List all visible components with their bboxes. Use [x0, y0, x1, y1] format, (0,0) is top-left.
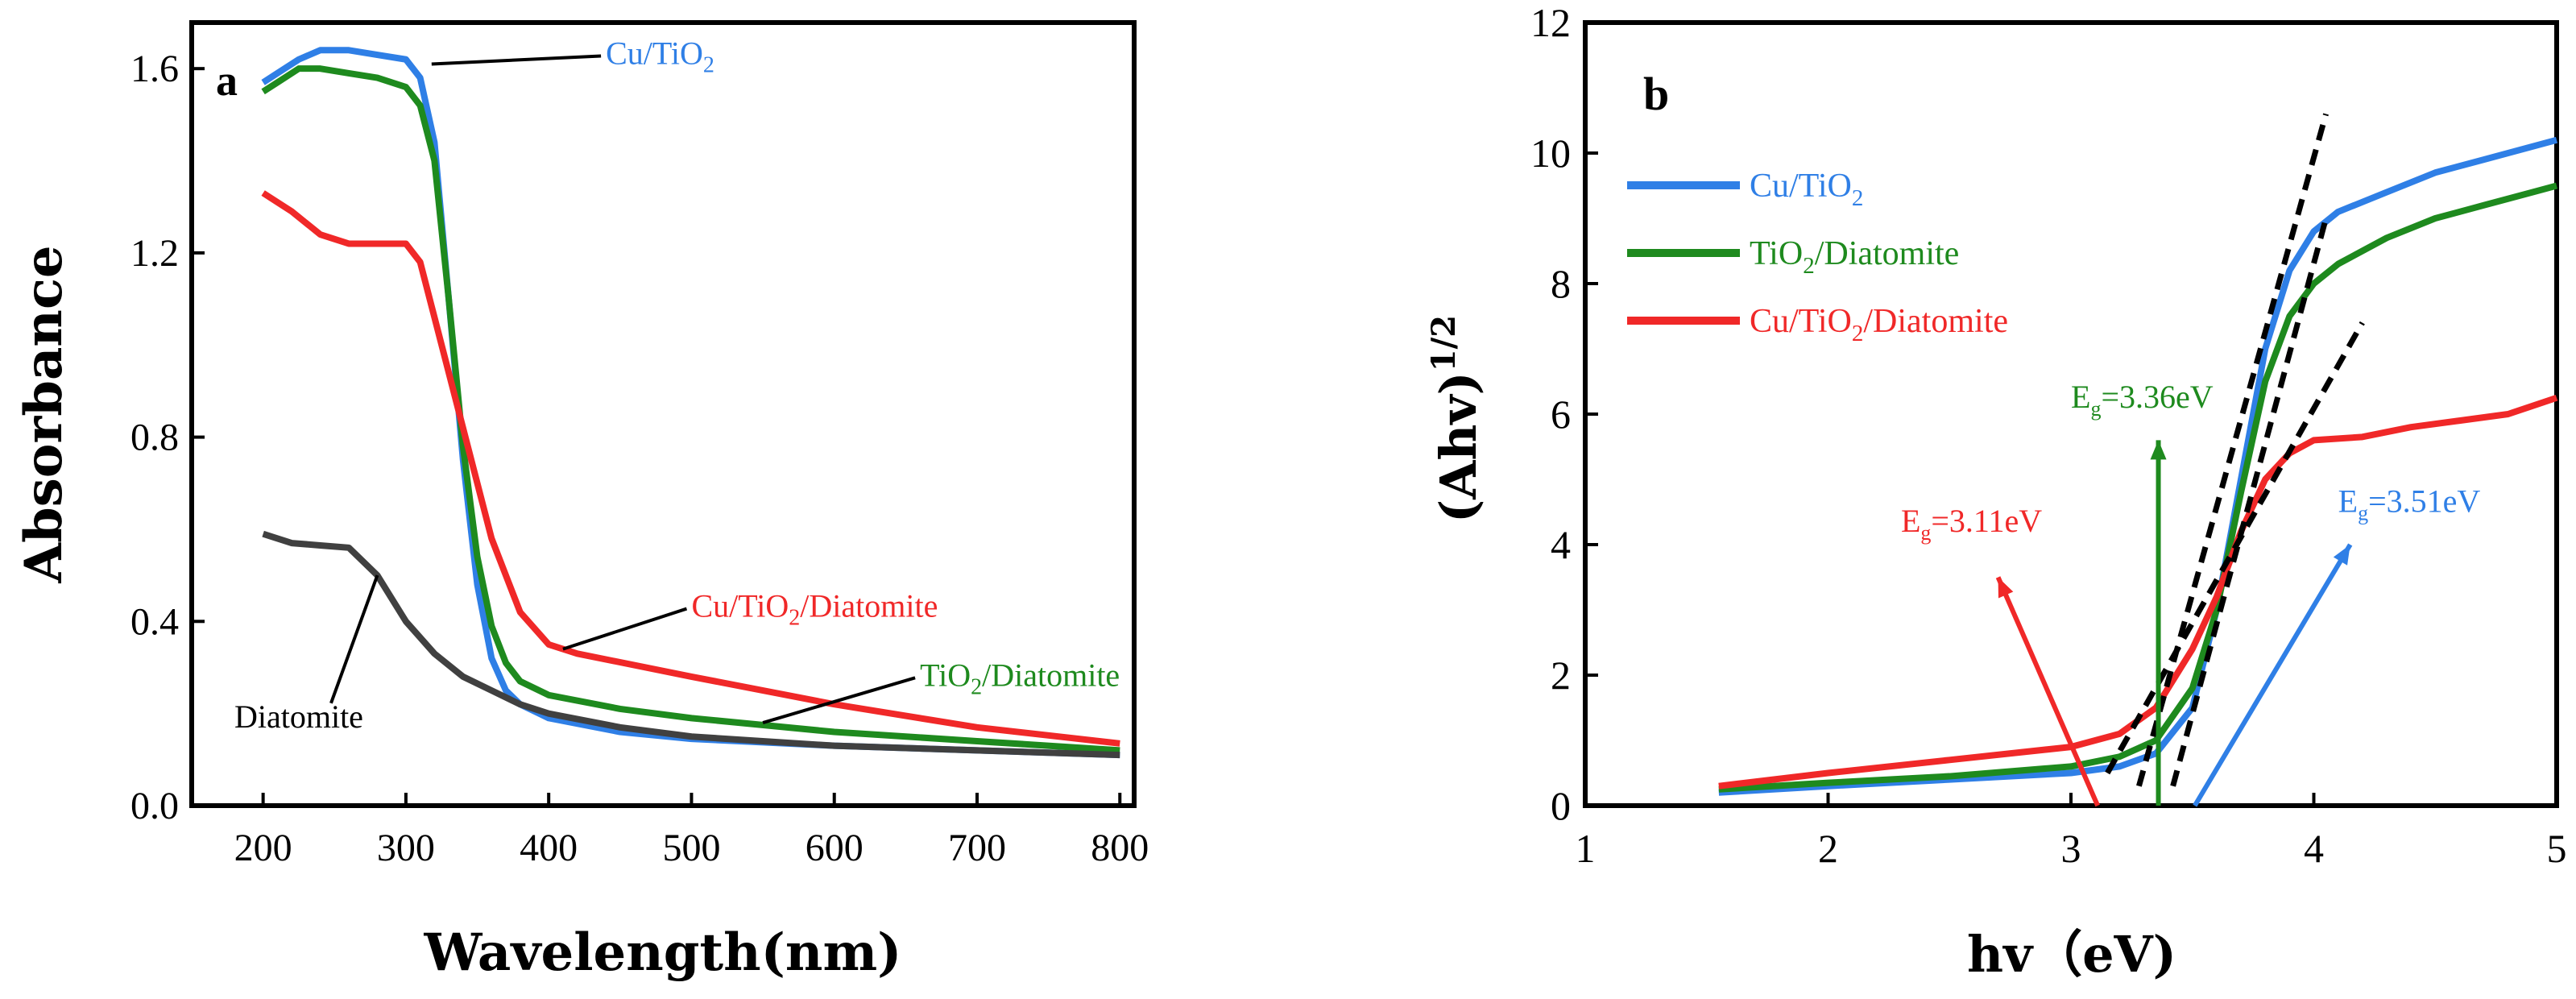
- panel-a-series: [261, 47, 1120, 759]
- panel-a: a 200 300 400 500 600 700 800 0.0 0.4 0.8 1.2 1.6 C…: [14, 20, 1149, 983]
- panel-a-annotation-4-label-main: Diatomite: [234, 698, 363, 735]
- panel-b-y-tick-label: 10: [1530, 131, 1571, 176]
- legend-label-tio2-diatomite-main: TiO: [1750, 235, 1803, 272]
- panel-a-x-tick-label: 400: [520, 827, 578, 869]
- series-line-cu-tio2-diatomite: [261, 190, 1120, 747]
- panel-a-annotation-1-leader: [431, 54, 602, 66]
- panel-a-x-tick-label: 800: [1091, 827, 1149, 869]
- panel-a-annotation-1-label-main: Cu/TiO: [606, 35, 703, 71]
- panel-a-x-tick-label: 700: [948, 827, 1006, 869]
- panel-a-frame: [189, 20, 1137, 808]
- panel-a-x-tick-label: 500: [662, 827, 720, 869]
- tangent-line-3: [2170, 218, 2329, 787]
- legend-label-tio2-diatomite-tail: /Diatomite: [1815, 235, 1960, 272]
- bandgap-annotation-3-36ev-label-sub: g: [2090, 397, 2101, 421]
- panel-a-annotation-3-label-sub: 2: [971, 674, 982, 699]
- panel-b-y-tick-label: 8: [1551, 261, 1571, 306]
- bandgap-annotation-3-11ev-label-tail: =3.11eV: [1931, 503, 2042, 539]
- series-line-tio2-diatomite: [261, 65, 1120, 754]
- panel-a-annotation-3-leader: [762, 676, 916, 725]
- bandgap-annotation-3-36ev-label: Eg=3.36eV: [2071, 379, 2214, 421]
- legend-label-tio2-diatomite-sub: 2: [1803, 253, 1815, 279]
- bandgap-annotation-3-51ev-label: Eg=3.51eV: [2338, 483, 2481, 525]
- legend-label-tio2-diatomite: TiO2/Diatomite: [1750, 235, 1959, 279]
- panel-a-annotation-3-label-main: TiO: [920, 657, 971, 693]
- bandgap-annotation-3-36ev-label-main: E: [2071, 379, 2090, 415]
- panel-a-y-tick-label: 0.0: [130, 785, 179, 827]
- panel-a-annotation-2-label-tail: /Diatomite: [800, 588, 938, 624]
- bandgap-annotation-3-36ev-label-tail: =3.36eV: [2101, 379, 2213, 415]
- bandgap-annotation-3-11ev-label: Eg=3.11eV: [1901, 503, 2042, 545]
- series-line-b-cu-tio2: [1718, 136, 2558, 796]
- panel-b-y-tick-label: 2: [1551, 653, 1571, 698]
- bandgap-annotation-3-11ev-arrow: [1995, 576, 2100, 807]
- legend-label-cu-tio2-diatomite: Cu/TiO2/Diatomite: [1750, 303, 2008, 346]
- panel-a-annotation-3-label: TiO2/Diatomite: [920, 657, 1120, 699]
- bandgap-annotation-3-11ev-label-main: E: [1901, 503, 1920, 539]
- panel-a-annotation-1-label: Cu/TiO2: [606, 35, 714, 77]
- bandgap-annotation-3-51ev-arrow: [2193, 543, 2353, 807]
- panel-b-x-tick-label: 4: [2304, 826, 2324, 871]
- panel-a-annotation-4-label: Diatomite: [234, 698, 363, 735]
- panel-b-y-tick-label: 6: [1551, 392, 1571, 437]
- panel-b-y-axis-title: (Ahv)1/2: [1425, 315, 1488, 523]
- series-line-b-tio2-diatomite: [1718, 182, 2558, 793]
- panel-a-annotation-4-leader: [329, 574, 379, 704]
- bandgap-annotation-3-51ev-label-tail: =3.51eV: [2368, 483, 2480, 520]
- bandgap-annotation-3-11ev-label-sub: g: [1920, 521, 1931, 545]
- panel-a-x-tick-label: 600: [806, 827, 863, 869]
- panel-b-x-tick-label: 2: [1818, 826, 1838, 871]
- panel-a-annotations: Cu/TiO2Cu/TiO2/DiatomiteTiO2/DiatomiteDi…: [234, 35, 1120, 734]
- panel-a-annotation-2-leader: [562, 607, 688, 651]
- panel-a-annotation-2-label-sub: 2: [789, 606, 800, 631]
- legend-label-cu-tio2-diatomite-main: Cu/TiO: [1750, 303, 1852, 340]
- panel-b-y-axis-title-sup: 1/2: [1425, 315, 1463, 371]
- panel-b-x-axis-title: hv（eV): [1967, 925, 2176, 984]
- panel-b-label: b: [1643, 68, 1669, 120]
- panel-a-y-axis-title: Absorbance: [14, 245, 74, 583]
- panel-a-y-tick-label: 1.6: [130, 48, 179, 90]
- legend-label-cu-tio2-diatomite-sub: 2: [1852, 321, 1864, 346]
- panel-b-tangents: [2105, 113, 2365, 787]
- panel-b-x-tick-label: 5: [2547, 826, 2567, 871]
- panel-a-y-tick-label: 1.2: [130, 232, 179, 275]
- panel-a-annotation-1-label-sub: 2: [703, 52, 714, 77]
- panel-a-y-tick-label: 0.4: [130, 600, 179, 643]
- bandgap-annotation-3-51ev-label-sub: g: [2358, 502, 2368, 525]
- panel-b-y-tick-label: 0: [1551, 783, 1571, 828]
- tangent-line-2: [2136, 113, 2329, 787]
- panel-a-x-axis-title: Wavelength(nm): [424, 922, 902, 983]
- panel-b-x-tick-label: 3: [2061, 826, 2081, 871]
- panel-a-x-tick-label: 300: [377, 827, 435, 869]
- legend-label-cu-tio2-sub: 2: [1852, 185, 1864, 211]
- panel-b-y-tick-label: 4: [1551, 522, 1571, 567]
- bandgap-annotation-3-51ev-arrowhead: [2333, 545, 2350, 566]
- series-line-b-cu-tio2-diatomite: [1718, 394, 2558, 790]
- bandgap-annotation-3-51ev-label-main: E: [2338, 483, 2358, 520]
- panel-b-y-tick-label: 12: [1530, 0, 1571, 45]
- panel-a-label: a: [216, 56, 238, 105]
- bandgap-annotation-3-11ev-arrowhead: [1998, 577, 2014, 599]
- panel-a-annotation-3-label-tail: /Diatomite: [982, 657, 1120, 693]
- panel-a-annotation-2-label-main: Cu/TiO: [691, 588, 789, 624]
- legend-label-cu-tio2-main: Cu/TiO: [1750, 168, 1852, 205]
- series-line-cu-tio2: [261, 47, 1120, 759]
- panel-b-x-tick-label: 1: [1576, 826, 1596, 871]
- legend-label-cu-tio2-diatomite-tail: /Diatomite: [1863, 303, 2008, 340]
- panel-b-y-axis-title-main: (Ahv): [1429, 371, 1488, 523]
- panel-a-x-tick-label: 200: [234, 827, 292, 869]
- bandgap-annotation-3-36ev-arrowhead: [2150, 440, 2167, 460]
- panel-a-annotation-2-label: Cu/TiO2/Diatomite: [691, 588, 938, 631]
- series-line-diatomite: [262, 530, 1120, 759]
- panel-a-y-tick-label: 0.8: [130, 417, 179, 459]
- legend-label-cu-tio2: Cu/TiO2: [1750, 168, 1863, 211]
- panel-a-ticks: 200 300 400 500 600 700 800 0.0 0.4 0.8 1.2 1.6: [130, 48, 1149, 869]
